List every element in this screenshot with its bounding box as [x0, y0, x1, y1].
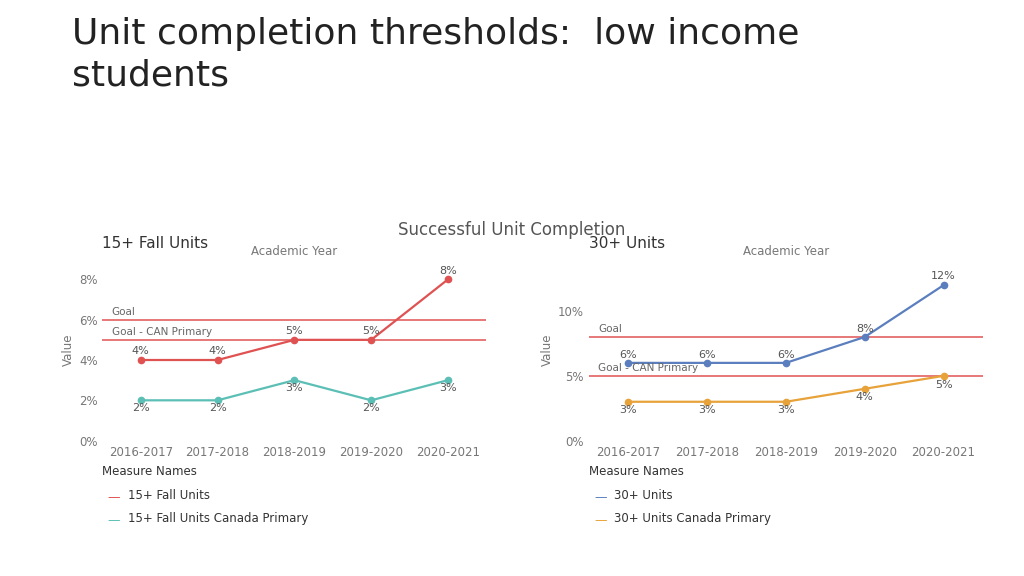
Text: 3%: 3%	[698, 406, 716, 415]
Text: 6%: 6%	[698, 350, 716, 361]
Title: Academic Year: Academic Year	[742, 245, 829, 258]
Text: 8%: 8%	[856, 324, 873, 334]
Text: 30+ Units Canada Primary: 30+ Units Canada Primary	[614, 513, 771, 525]
Text: Unit completion thresholds:  low income
students: Unit completion thresholds: low income s…	[72, 17, 799, 92]
Text: —: —	[108, 514, 120, 527]
Text: 6%: 6%	[620, 350, 637, 361]
Text: —: —	[108, 491, 120, 504]
Text: —: —	[594, 491, 606, 504]
Text: 15+ Fall Units: 15+ Fall Units	[128, 490, 210, 502]
Text: 5%: 5%	[362, 326, 380, 336]
Text: 3%: 3%	[777, 406, 795, 415]
Text: Measure Names: Measure Names	[102, 465, 198, 478]
Text: 4%: 4%	[132, 346, 150, 357]
Text: 3%: 3%	[286, 383, 303, 393]
Text: Goal - CAN Primary: Goal - CAN Primary	[598, 363, 698, 373]
Text: 4%: 4%	[209, 346, 226, 357]
Y-axis label: Value: Value	[61, 334, 75, 366]
Text: 5%: 5%	[286, 326, 303, 336]
Text: 2%: 2%	[362, 403, 380, 414]
Text: 15+ Fall Units: 15+ Fall Units	[102, 236, 209, 251]
Text: 8%: 8%	[439, 266, 457, 276]
Text: 12%: 12%	[931, 271, 956, 281]
Text: Measure Names: Measure Names	[589, 465, 684, 478]
Y-axis label: Value: Value	[541, 334, 554, 366]
Text: 6%: 6%	[777, 350, 795, 361]
Text: Successful Unit Completion: Successful Unit Completion	[398, 221, 626, 239]
Text: Goal: Goal	[112, 307, 135, 317]
Text: 5%: 5%	[935, 380, 952, 389]
Title: Academic Year: Academic Year	[251, 245, 338, 258]
Text: Goal: Goal	[598, 324, 623, 334]
Text: 4%: 4%	[856, 392, 873, 403]
Text: 30+ Units: 30+ Units	[589, 236, 665, 251]
Text: Goal - CAN Primary: Goal - CAN Primary	[112, 327, 212, 337]
Text: 3%: 3%	[620, 406, 637, 415]
Text: —: —	[594, 514, 606, 527]
Text: 2%: 2%	[132, 403, 150, 414]
Text: 2%: 2%	[209, 403, 226, 414]
Text: 15+ Fall Units Canada Primary: 15+ Fall Units Canada Primary	[128, 513, 308, 525]
Text: 3%: 3%	[439, 383, 457, 393]
Text: 30+ Units: 30+ Units	[614, 490, 673, 502]
